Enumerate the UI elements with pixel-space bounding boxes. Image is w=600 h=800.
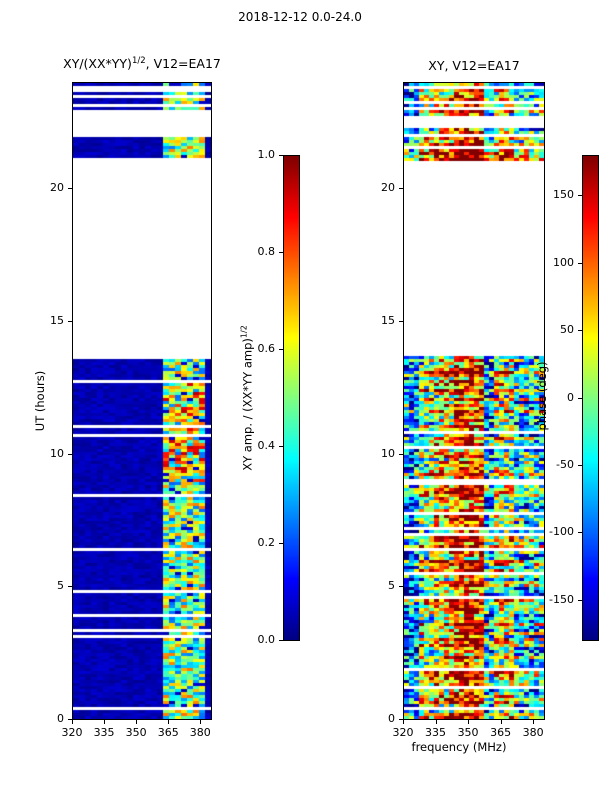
y-axis-label: UT (hours) xyxy=(33,370,47,432)
tick-mark xyxy=(68,320,72,322)
tick-mark xyxy=(399,188,403,190)
y-tick-label: -100 xyxy=(549,525,574,539)
tick-mark xyxy=(578,532,582,534)
y-tick-label: 10 xyxy=(50,446,64,460)
x-tick-label: 380 xyxy=(189,726,211,739)
y-tick-label: 15 xyxy=(50,313,64,327)
left-colorbar xyxy=(283,155,300,641)
tick-mark xyxy=(399,320,403,322)
tick-mark xyxy=(533,720,535,724)
right-panel-title: XY, V12=EA17 xyxy=(428,58,520,73)
x-tick-label: 365 xyxy=(157,726,179,739)
y-tick-label: -150 xyxy=(549,592,574,606)
left-heatmap-panel xyxy=(72,82,212,720)
y-tick-label: 0.6 xyxy=(257,342,276,355)
left-title-suffix: , V12=EA17 xyxy=(145,56,221,72)
right-heatmap-panel xyxy=(403,82,545,720)
tick-mark xyxy=(279,155,283,156)
tick-mark xyxy=(68,586,72,588)
y-tick-label: 0.8 xyxy=(257,245,276,258)
tick-mark xyxy=(578,262,582,264)
tick-mark xyxy=(200,720,202,724)
tick-mark xyxy=(399,586,403,588)
left-colorbar-label-superscript: 1/2 xyxy=(239,325,249,339)
y-tick-label: 100 xyxy=(553,255,574,269)
y-tick-label: -50 xyxy=(556,457,574,471)
tick-mark xyxy=(68,453,72,455)
x-tick-label: 335 xyxy=(93,726,115,739)
y-tick-label: 0 xyxy=(388,712,395,725)
right-colorbar-canvas xyxy=(583,156,598,640)
y-tick-label: 50 xyxy=(560,323,574,337)
left-title-superscript: 1/2 xyxy=(131,56,146,66)
tick-mark xyxy=(578,464,582,466)
x-axis-label: frequency (MHz) xyxy=(411,740,507,754)
tick-mark xyxy=(403,720,404,724)
tick-mark xyxy=(399,719,403,720)
tick-mark xyxy=(578,195,582,197)
y-tick-label: 0.4 xyxy=(257,439,276,452)
right-heatmap-canvas xyxy=(404,83,544,719)
tick-mark xyxy=(279,446,283,447)
y-tick-label: 0 xyxy=(567,390,574,404)
tick-mark xyxy=(279,543,283,544)
left-heatmap-canvas xyxy=(73,83,211,719)
y-tick-label: 0.2 xyxy=(257,536,276,549)
x-tick-label: 320 xyxy=(61,726,83,739)
y-tick-label: 0.0 xyxy=(257,633,276,646)
tick-mark xyxy=(435,720,437,724)
right-colorbar xyxy=(582,155,599,641)
tick-mark xyxy=(279,252,283,253)
x-tick-label: 335 xyxy=(425,726,447,739)
x-tick-label: 320 xyxy=(392,726,414,739)
left-panel-title: XY/(XX*YY)1/2, V12=EA17 xyxy=(12,56,272,71)
x-tick-label: 380 xyxy=(522,726,544,739)
tick-mark xyxy=(279,349,283,350)
x-tick-label: 350 xyxy=(457,726,479,739)
tick-mark xyxy=(578,599,582,601)
tick-mark xyxy=(68,719,72,720)
tick-mark xyxy=(468,720,470,724)
tick-mark xyxy=(500,720,502,724)
y-tick-label: 5 xyxy=(388,579,395,593)
x-tick-label: 350 xyxy=(125,726,147,739)
x-tick-label: 365 xyxy=(490,726,512,739)
tick-mark xyxy=(578,397,582,399)
tick-mark xyxy=(68,188,72,190)
figure-title: 2018-12-12 0.0-24.0 xyxy=(238,10,362,24)
left-title-prefix: XY/(XX*YY) xyxy=(63,56,132,72)
y-tick-label: 10 xyxy=(381,446,395,460)
tick-mark xyxy=(399,453,403,455)
tick-mark xyxy=(104,720,106,724)
tick-mark xyxy=(136,720,138,724)
y-tick-label: 15 xyxy=(381,313,395,327)
y-tick-label: 150 xyxy=(553,188,574,202)
y-tick-label: 0 xyxy=(57,712,64,725)
tick-mark xyxy=(72,720,73,724)
left-colorbar-canvas xyxy=(284,156,299,640)
tick-mark xyxy=(168,720,170,724)
tick-mark xyxy=(578,330,582,332)
y-tick-label: 5 xyxy=(57,579,64,593)
y-tick-label: 1.0 xyxy=(257,148,276,161)
y-tick-label: 20 xyxy=(381,181,395,195)
y-tick-label: 20 xyxy=(50,181,64,195)
tick-mark xyxy=(279,640,283,641)
